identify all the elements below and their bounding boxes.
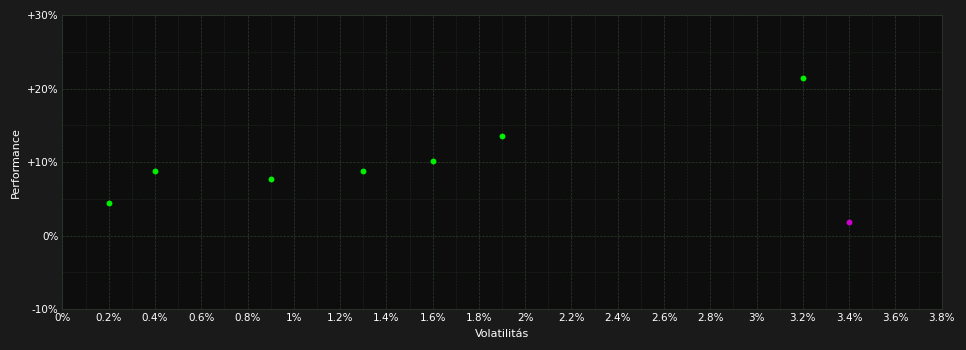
Point (355, 168, 371, 174)
X-axis label: Volatilitás: Volatilitás (475, 329, 529, 339)
Point (147, 168, 162, 174)
Point (101, 200, 117, 205)
Point (425, 158, 440, 163)
Y-axis label: Performance: Performance (12, 127, 21, 198)
Point (495, 134, 510, 139)
Point (263, 176, 278, 182)
Point (841, 219, 857, 225)
Point (795, 75, 810, 80)
